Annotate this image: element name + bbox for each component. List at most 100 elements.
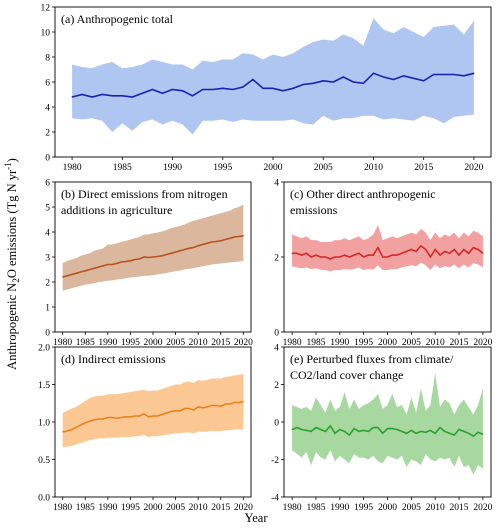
mean-point-e-2020	[482, 433, 484, 435]
mean-point-c-1996	[367, 254, 369, 256]
mean-point-a-1996	[232, 88, 234, 91]
panel-title-line: (d) Indirect emissions	[61, 352, 166, 366]
mean-point-d-1984	[80, 424, 82, 426]
mean-point-b-2013	[211, 241, 213, 243]
mean-point-d-1993	[120, 416, 122, 419]
y-tick-label-a: 8	[45, 53, 50, 63]
mean-point-b-1998	[143, 256, 145, 258]
mean-point-b-2017	[229, 237, 231, 239]
y-tick-label-e: -2	[271, 456, 279, 466]
mean-point-b-1985	[84, 270, 86, 272]
mean-point-c-1984	[310, 256, 312, 258]
mean-point-e-1997	[372, 427, 374, 429]
mean-point-c-1986	[320, 256, 322, 258]
mean-point-b-2010	[197, 245, 199, 247]
mean-point-e-1985	[315, 427, 317, 429]
mean-point-e-2003	[401, 430, 403, 432]
x-tick-label-b: 1995	[121, 338, 140, 348]
mean-point-b-2007	[184, 248, 186, 251]
mean-point-d-2012	[206, 406, 208, 408]
mean-point-b-1995	[129, 260, 131, 262]
panel-a: 1980 1985 1990 1995 2000 2005 2010 2015 2020 0 2 4 6…	[41, 3, 492, 173]
mean-point-a-2004	[312, 82, 314, 84]
x-tick-label-d: 2020	[234, 503, 253, 513]
panel-title-line: (e) Perturbed fluxes from climate/	[290, 352, 454, 366]
mean-point-a-2008	[352, 81, 354, 83]
mean-point-c-2007	[420, 245, 422, 247]
mean-point-a-2019	[463, 75, 465, 77]
mean-point-e-2000	[386, 428, 389, 430]
x-tick-label-d: 2015	[211, 503, 230, 513]
x-tick-label-b: 2020	[234, 338, 253, 348]
mean-point-b-1999	[147, 256, 150, 259]
x-tick-label-d: 1995	[121, 503, 140, 513]
panel-d: 1980 1985 1990 1995 2000 2005 2010 2015 2020 0.0 0…	[38, 343, 253, 513]
panel-title-line: (a) Anthropogenic total	[61, 12, 174, 26]
mean-point-c-2020	[482, 252, 484, 254]
y-tick-label-b: 3	[45, 253, 50, 263]
mean-point-e-2002	[396, 428, 398, 431]
mean-point-e-1996	[367, 430, 369, 432]
mean-point-c-1992	[348, 256, 350, 258]
mean-point-c-1980	[291, 252, 293, 254]
mean-point-a-1982	[91, 96, 93, 98]
y-tick-label-b: 2	[45, 278, 50, 288]
mean-point-d-1992	[116, 417, 118, 419]
mean-point-a-2006	[332, 81, 334, 83]
mean-point-e-1999	[382, 432, 384, 434]
mean-point-a-2007	[342, 76, 344, 78]
x-tick-label-c: 2005	[402, 338, 421, 348]
mean-point-c-2009	[429, 256, 431, 258]
mean-point-c-1987	[324, 256, 327, 258]
mean-point-b-2001	[156, 255, 159, 258]
mean-point-d-2019	[238, 401, 240, 404]
mean-point-b-2019	[238, 235, 240, 238]
mean-point-b-1990	[107, 263, 109, 266]
mean-point-a-2017	[443, 73, 445, 76]
x-tick-label-d: 2005	[166, 503, 185, 513]
mean-point-a-2014	[413, 77, 415, 79]
y-tick-label-b: 1	[45, 303, 50, 313]
mean-point-d-1988	[98, 418, 100, 420]
mean-point-b-2014	[215, 240, 217, 243]
mean-point-a-2016	[433, 73, 435, 76]
mean-point-a-1984	[111, 95, 113, 97]
mean-point-c-2016	[463, 248, 465, 251]
mean-point-c-1989	[334, 256, 336, 258]
mean-point-d-1980	[62, 431, 64, 433]
mean-point-c-1994	[358, 252, 360, 254]
uncertainty-band-b	[62, 204, 244, 291]
mean-point-b-2018	[233, 236, 235, 238]
mean-point-a-2005	[322, 80, 324, 82]
mean-point-d-1999	[147, 416, 150, 418]
mean-point-e-2006	[415, 432, 417, 434]
mean-point-c-2005	[410, 248, 412, 251]
y-tick-label-d: 0.5	[38, 456, 50, 466]
mean-point-b-1984	[80, 271, 82, 273]
mean-point-d-2017	[229, 403, 231, 405]
mean-point-d-1991	[111, 416, 113, 419]
x-tick-label-b: 2000	[144, 338, 163, 348]
y-tick-label-e: 4	[274, 343, 279, 353]
mean-point-e-2019	[477, 431, 479, 433]
mean-point-a-2001	[282, 90, 284, 92]
mean-point-e-1998	[377, 427, 379, 429]
mean-point-b-1992	[116, 262, 118, 264]
uncertainty-band-c	[292, 225, 483, 272]
x-tick-label-d: 1980	[53, 503, 72, 513]
y-tick-label-a: 4	[45, 103, 50, 113]
mean-point-c-2012	[444, 250, 446, 252]
mean-point-b-2020	[242, 235, 244, 237]
mean-point-c-2011	[439, 254, 441, 256]
y-tick-label-c: 4	[274, 178, 279, 188]
y-tick-label-a: 2	[45, 128, 50, 138]
mean-point-b-1983	[75, 272, 77, 274]
mean-point-e-2016	[463, 430, 465, 432]
mean-point-d-1996	[134, 415, 136, 417]
mean-point-a-1991	[182, 90, 184, 92]
mean-point-e-2010	[434, 432, 436, 434]
mean-point-d-2010	[197, 406, 199, 408]
mean-point-c-2017	[468, 252, 470, 254]
mean-point-d-2011	[202, 407, 204, 409]
